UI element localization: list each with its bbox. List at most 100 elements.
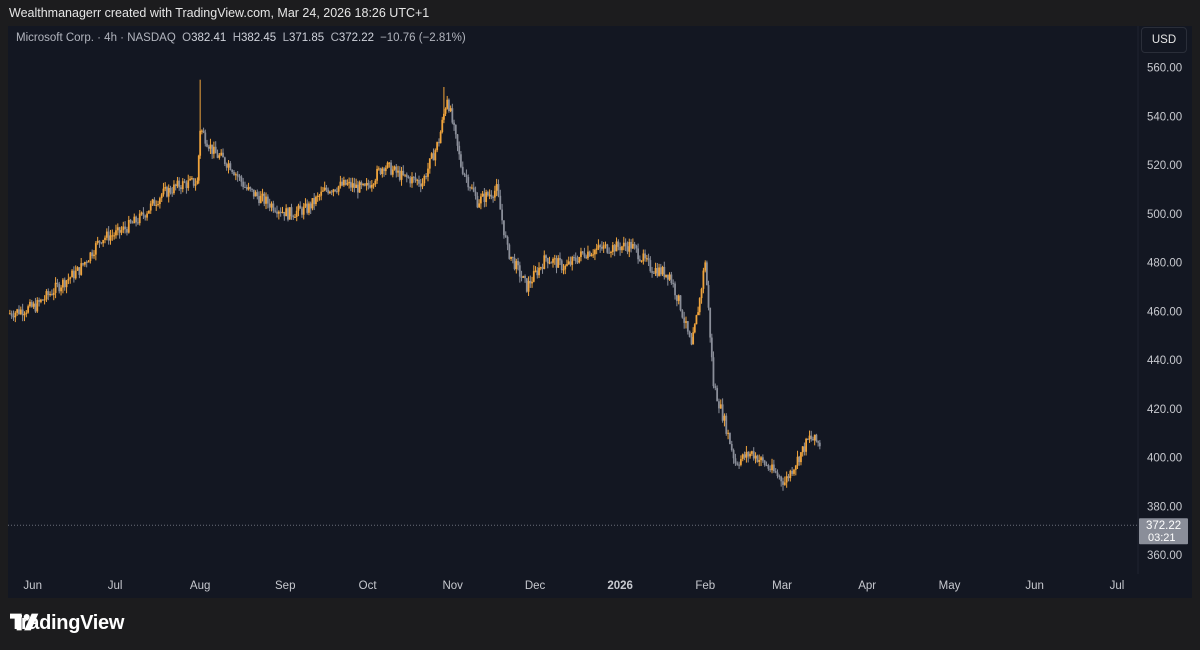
candle-body — [212, 146, 215, 154]
candle-body — [506, 236, 509, 245]
candle-body — [116, 227, 119, 231]
candle-body — [189, 178, 191, 181]
candle-body — [444, 108, 447, 114]
candle-body — [640, 260, 643, 262]
candle-body — [320, 191, 323, 196]
candle-body — [151, 199, 154, 204]
bar-countdown: 03:21 — [1148, 532, 1176, 544]
candle-body — [34, 303, 37, 312]
candle-body — [801, 446, 804, 453]
candle-body — [449, 108, 452, 112]
candle-body — [672, 283, 675, 285]
candle-body — [423, 175, 426, 184]
candle-body — [488, 194, 491, 196]
candle-body — [346, 183, 349, 185]
candle-body — [517, 261, 519, 266]
candle-body — [23, 313, 26, 316]
candle-body — [778, 476, 781, 478]
candle-body — [330, 191, 333, 193]
x-tick-label: Apr — [858, 580, 876, 592]
price-chart[interactable]: 560.00 540.00 520.00 500.00 480.00 460.00 440.… — [8, 26, 1192, 598]
candle-body — [460, 154, 462, 167]
candle-body — [10, 313, 13, 316]
candle-body — [668, 274, 671, 280]
y-tick-label: 360.00 — [1147, 550, 1182, 562]
candle-body — [443, 113, 445, 120]
candle-body — [638, 259, 641, 262]
candle-body — [485, 192, 488, 202]
candle-body — [622, 242, 625, 247]
candle-body — [336, 191, 338, 193]
candle-body — [247, 187, 250, 190]
candle-body — [113, 235, 116, 237]
candle-body — [58, 283, 61, 292]
candle-body — [656, 268, 659, 276]
open-value: 382.41 — [191, 32, 227, 44]
candle-body — [461, 166, 464, 174]
candle-body — [349, 181, 352, 188]
y-tick-label: 420.00 — [1147, 404, 1182, 416]
candle-body — [772, 464, 775, 472]
candle-body — [529, 280, 532, 284]
candle-body — [45, 291, 48, 300]
candle-body — [388, 162, 391, 164]
candle-body — [501, 209, 503, 221]
candle-body — [51, 293, 53, 295]
candle-body — [527, 280, 530, 292]
candle-body — [365, 182, 368, 186]
candle-body — [376, 168, 378, 181]
candle-body — [332, 189, 335, 193]
candle-body — [794, 465, 797, 470]
candle-body — [393, 166, 396, 170]
candle-body — [714, 386, 717, 389]
candle-body — [543, 255, 546, 269]
candle-body — [522, 275, 525, 278]
high-value: 382.45 — [241, 32, 277, 44]
candle-body — [483, 193, 486, 202]
candle-body — [734, 458, 737, 464]
candle-body — [492, 197, 495, 199]
candle-body — [780, 476, 783, 482]
candle-body — [642, 253, 645, 261]
candle-body — [541, 267, 544, 269]
candle-body — [683, 317, 686, 323]
candle-body — [166, 187, 168, 197]
candle-body — [153, 199, 156, 206]
candle-body — [283, 211, 286, 217]
candle-body — [362, 183, 365, 186]
candle-body — [453, 122, 455, 125]
candle-body — [242, 181, 245, 187]
candle-body — [617, 241, 620, 247]
candle-body — [585, 256, 588, 259]
candle-body — [595, 248, 598, 250]
candle-body — [56, 282, 59, 284]
candle-body — [700, 288, 703, 299]
candle-body — [400, 170, 403, 180]
candle-body — [404, 174, 406, 176]
candle-body — [604, 244, 607, 246]
currency-button[interactable]: USD — [1141, 27, 1187, 53]
candle-body — [581, 251, 584, 253]
candle-body — [564, 265, 567, 270]
candle-body — [183, 181, 186, 183]
candle-body — [539, 267, 542, 269]
candle-body — [148, 210, 150, 214]
x-tick-label: Jun — [23, 580, 42, 592]
candle-body — [495, 184, 498, 191]
candle-body — [80, 263, 83, 275]
candle-body — [192, 178, 195, 186]
candle-body — [610, 251, 612, 253]
candle-body — [334, 189, 337, 192]
candle-body — [756, 455, 759, 462]
candle-body — [800, 452, 802, 463]
brand-logo[interactable]: TradingView — [10, 612, 124, 635]
chart-area[interactable]: 560.00 540.00 520.00 500.00 480.00 460.00 440.… — [8, 26, 1192, 598]
candle-body — [704, 262, 707, 271]
candle-body — [630, 241, 633, 249]
candle-body — [140, 212, 143, 214]
candle-body — [240, 176, 243, 182]
candle-body — [508, 244, 511, 259]
candle-body — [562, 269, 565, 271]
candle-body — [590, 254, 593, 257]
candle-body — [118, 227, 121, 233]
